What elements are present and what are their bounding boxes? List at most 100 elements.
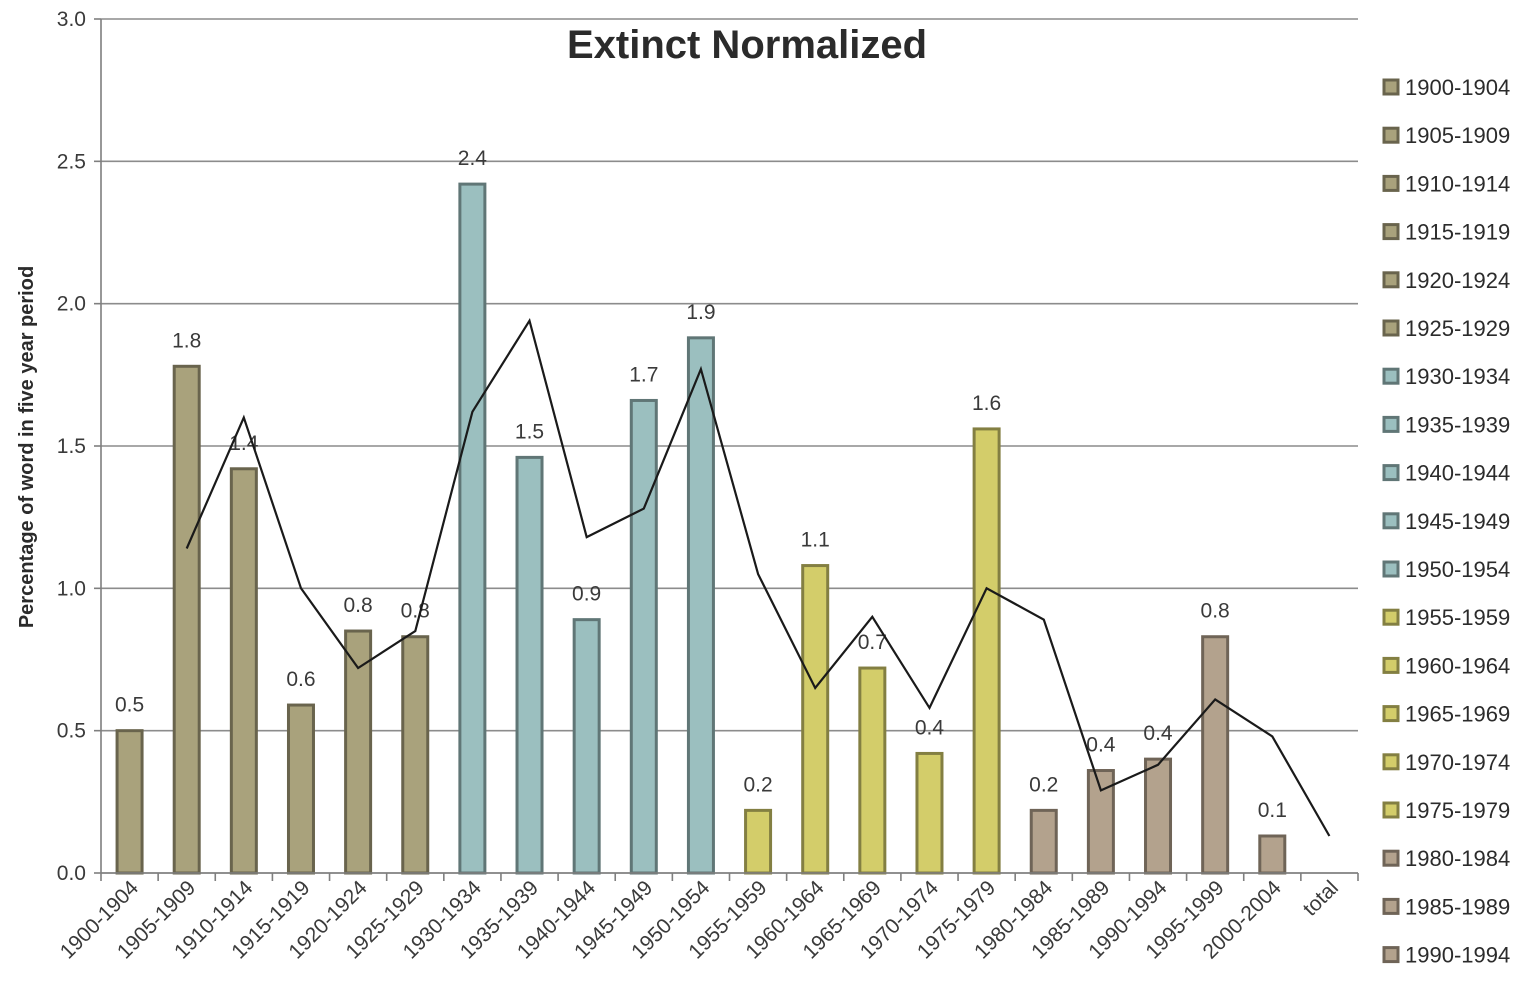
legend-label: 1980-1984 [1405, 846, 1510, 871]
data-label: 1.6 [972, 392, 1001, 415]
bar [458, 182, 487, 875]
bar [1144, 757, 1173, 875]
data-label: 0.1 [1258, 799, 1287, 822]
y-tick-label: 2.5 [57, 150, 86, 173]
legend-item: 1970-1974 [1382, 750, 1510, 775]
legend-label: 1910-1914 [1405, 171, 1510, 196]
legend-item: 1910-1914 [1382, 171, 1510, 196]
legend-swatch [1382, 512, 1400, 530]
legend-swatch [1382, 560, 1400, 578]
bar [115, 729, 144, 875]
legend-item: 1930-1934 [1382, 364, 1510, 389]
legend-label: 1960-1964 [1405, 653, 1510, 678]
legend-label: 1970-1974 [1405, 750, 1510, 775]
legend-swatch [1382, 415, 1400, 433]
y-axis-label: Percentage of word in five year period [16, 266, 38, 628]
legend-label: 1940-1944 [1405, 461, 1510, 486]
x-axis-ticks: 1900-19041905-19091910-19141915-19191920… [56, 876, 1343, 964]
legend-label: 1975-1979 [1405, 798, 1510, 823]
legend-label: 1915-1919 [1405, 220, 1510, 245]
legend: 1900-1904 1905-1909 1910-1914 1915-1919 1920… [1382, 75, 1510, 968]
legend-item: 1980-1984 [1382, 846, 1510, 871]
y-tick-label: 2.0 [57, 293, 86, 316]
data-label: 0.8 [401, 600, 430, 623]
bar [401, 635, 430, 875]
chart-title: Extinct Normalized [567, 23, 927, 67]
bar [286, 703, 315, 875]
legend-swatch [1382, 897, 1400, 915]
legend-label: 1925-1929 [1405, 316, 1510, 341]
bars [115, 182, 1287, 875]
legend-swatch [1382, 174, 1400, 192]
x-tick-label: total [1299, 876, 1343, 920]
legend-swatch [1382, 656, 1400, 674]
legend-label: 1905-1909 [1405, 123, 1510, 148]
legend-item: 1985-1989 [1382, 894, 1510, 919]
data-label: 0.8 [1201, 600, 1230, 623]
legend-swatch [1382, 367, 1400, 385]
y-tick-label: 1.0 [57, 577, 86, 600]
bar [686, 336, 715, 875]
y-tick-label: 1.5 [57, 435, 86, 458]
legend-swatch [1382, 126, 1400, 144]
bar [1258, 834, 1287, 875]
legend-item: 1905-1909 [1382, 123, 1510, 148]
legend-item: 1950-1954 [1382, 557, 1510, 582]
data-label: 1.5 [515, 420, 544, 443]
data-label: 1.1 [801, 529, 830, 552]
legend-item: 1955-1959 [1382, 605, 1510, 630]
legend-swatch [1382, 78, 1400, 96]
data-label: 1.8 [172, 329, 201, 352]
legend-swatch [1382, 849, 1400, 867]
legend-label: 1930-1934 [1405, 364, 1510, 389]
data-label: 0.9 [572, 583, 601, 606]
legend-label: 1920-1924 [1405, 268, 1510, 293]
legend-item: 1975-1979 [1382, 798, 1510, 823]
legend-label: 1935-1939 [1405, 412, 1510, 437]
bar [801, 564, 830, 875]
legend-item: 1965-1969 [1382, 702, 1510, 727]
data-label: 1.7 [629, 363, 658, 386]
bar [572, 618, 601, 875]
legend-item: 1945-1949 [1382, 509, 1510, 534]
bar [972, 427, 1001, 875]
data-labels: 0.51.81.40.60.8 0.82.41.50.91.71.90.21.10… [115, 147, 1287, 822]
bar [744, 808, 773, 875]
legend-item: 1940-1944 [1382, 461, 1510, 486]
bar [229, 467, 258, 875]
data-label: 0.8 [344, 594, 373, 617]
y-tick-label: 0.0 [57, 862, 86, 885]
data-label: 0.5 [115, 694, 144, 717]
legend-item: 1915-1919 [1382, 220, 1510, 245]
bar [629, 398, 658, 875]
legend-swatch [1382, 705, 1400, 723]
legend-swatch [1382, 753, 1400, 771]
data-label: 0.4 [1086, 734, 1116, 757]
data-label: 0.4 [915, 716, 945, 739]
data-label: 0.2 [1029, 773, 1058, 796]
bar [1029, 808, 1058, 875]
legend-swatch [1382, 608, 1400, 626]
bar [172, 364, 201, 875]
legend-item: 1935-1939 [1382, 412, 1510, 437]
data-label: 0.6 [286, 668, 315, 691]
legend-label: 1985-1989 [1405, 894, 1510, 919]
data-label: 0.4 [1143, 722, 1173, 745]
axes [94, 18, 1359, 881]
legend-item: 1990-1994 [1382, 943, 1510, 968]
legend-swatch [1382, 223, 1400, 241]
legend-swatch [1382, 464, 1400, 482]
bar [515, 455, 544, 875]
bar [915, 751, 944, 875]
legend-label: 1955-1959 [1405, 605, 1510, 630]
legend-swatch [1382, 319, 1400, 337]
legend-swatch [1382, 801, 1400, 819]
legend-item: 1960-1964 [1382, 653, 1510, 678]
legend-swatch [1382, 271, 1400, 289]
trend-line [185, 317, 1331, 837]
legend-label: 1965-1969 [1405, 702, 1510, 727]
bar [1201, 635, 1230, 875]
bar [858, 666, 887, 875]
legend-item: 1920-1924 [1382, 268, 1510, 293]
